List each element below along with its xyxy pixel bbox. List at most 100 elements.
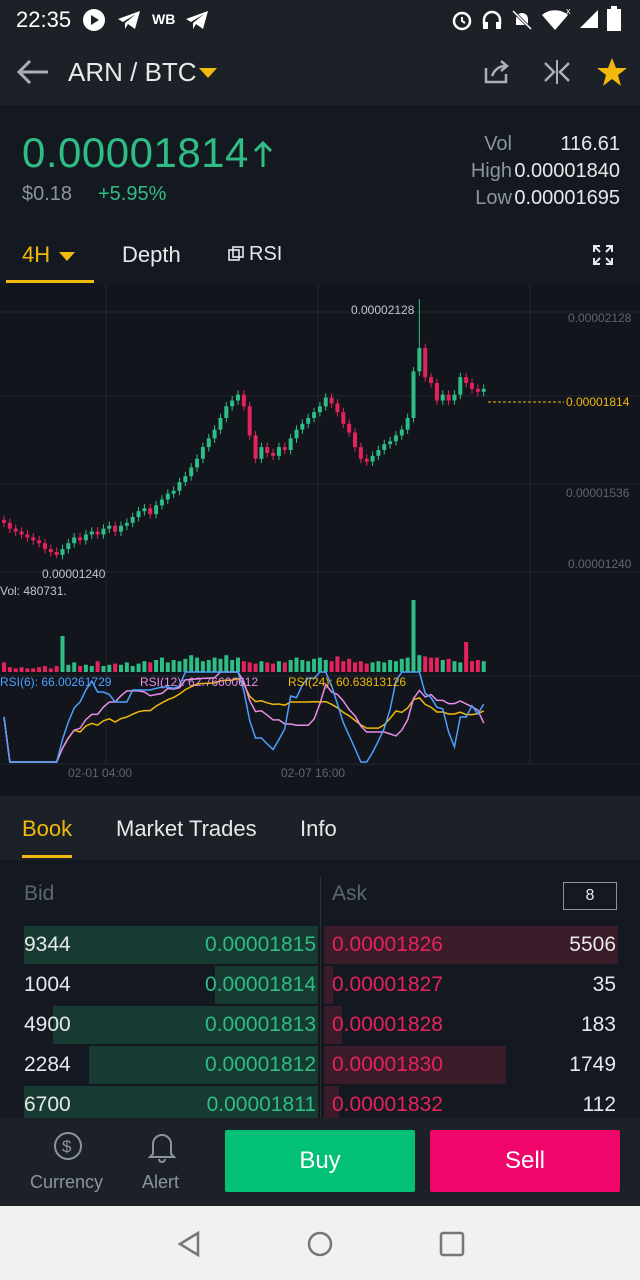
ask-depth-bar xyxy=(324,1046,507,1084)
ask-qty: 35 xyxy=(592,973,616,996)
nav-back-icon[interactable] xyxy=(176,1230,204,1258)
volume-bar xyxy=(481,661,486,672)
candle xyxy=(42,543,47,550)
volume-bar xyxy=(417,655,422,672)
candle xyxy=(25,534,30,538)
candle xyxy=(89,531,94,535)
volume-bar xyxy=(54,666,59,672)
battery-icon xyxy=(607,6,621,31)
volume-bar xyxy=(13,668,18,672)
bottom-bar: $ Currency Alert Buy Sell xyxy=(0,1118,640,1206)
order-book: Bid Ask 8 9344 0.00001815 0.00001826 5506 10… xyxy=(0,860,640,1118)
share-icon[interactable] xyxy=(482,58,512,86)
back-arrow-icon[interactable] xyxy=(16,58,50,86)
volume-bar xyxy=(66,664,71,672)
candle xyxy=(66,543,71,550)
candle xyxy=(171,490,176,494)
candle xyxy=(113,525,118,532)
rsi12-label: RSI(12): 62.76600612 xyxy=(140,675,258,689)
interval-dropdown-icon[interactable] xyxy=(58,251,76,263)
bid-depth-bar xyxy=(24,926,318,964)
candle xyxy=(276,447,281,456)
volume-bar xyxy=(171,660,176,672)
book-row[interactable]: 6700 0.00001811 0.00001832 112 xyxy=(0,1086,640,1118)
tab-depth[interactable]: Depth xyxy=(122,242,181,267)
candle xyxy=(241,394,246,407)
bid-header: Bid xyxy=(24,882,55,905)
volume-bar xyxy=(236,657,240,672)
fullscreen-icon[interactable] xyxy=(592,244,614,266)
candle xyxy=(259,447,264,459)
tab-interval[interactable]: 4H xyxy=(22,242,51,267)
ask-qty: 112 xyxy=(582,1093,616,1116)
ask-depth-bar xyxy=(324,1006,342,1044)
sell-button[interactable]: Sell xyxy=(430,1130,620,1192)
price-chart[interactable]: 0.00002128 0.00001240 0.00002128 0.00001… xyxy=(0,284,640,796)
alert-button[interactable]: Alert xyxy=(130,1126,196,1202)
low-label: Low xyxy=(475,187,512,209)
candle xyxy=(7,522,12,529)
tab-book[interactable]: Book xyxy=(22,816,73,841)
candle xyxy=(458,377,463,395)
book-row[interactable]: 1004 0.00001814 0.00001827 35 xyxy=(0,966,640,1004)
candle xyxy=(452,394,457,401)
buy-button[interactable]: Buy xyxy=(225,1130,415,1192)
ask-depth-bar xyxy=(324,926,618,964)
volume-bar xyxy=(124,662,129,672)
bid-price: 0.00001812 xyxy=(205,1053,316,1076)
axis-label-3: 0.00001536 xyxy=(566,486,630,500)
nav-home-icon[interactable] xyxy=(306,1230,334,1258)
telegram-icon xyxy=(118,11,140,29)
chart-tabs: 4H Depth RSI xyxy=(0,226,640,284)
indicator-icon[interactable] xyxy=(228,246,244,262)
candle xyxy=(60,549,65,555)
book-row[interactable]: 2284 0.00001812 0.00001830 1749 xyxy=(0,1046,640,1084)
bid-price: 0.00001814 xyxy=(205,973,316,996)
depth-selector[interactable]: 8 xyxy=(563,882,617,910)
tab-rsi[interactable]: RSI xyxy=(249,243,283,265)
currency-button[interactable]: $ Currency xyxy=(20,1126,116,1202)
ask-price: 0.00001830 xyxy=(332,1053,443,1076)
volume-bar xyxy=(101,666,106,672)
candle xyxy=(48,549,53,552)
candle xyxy=(195,458,200,468)
volume-bar xyxy=(136,663,141,672)
volume-bar xyxy=(399,658,404,672)
book-tab-underline xyxy=(22,855,72,858)
volume-bar xyxy=(142,661,147,672)
candle xyxy=(393,435,398,442)
candle xyxy=(382,444,387,451)
candle xyxy=(347,423,352,433)
volume-bar xyxy=(405,657,410,672)
compare-icon[interactable] xyxy=(542,58,572,86)
candle xyxy=(323,397,328,407)
svg-text:x: x xyxy=(566,6,571,16)
candle xyxy=(236,394,240,401)
volume-bar xyxy=(154,660,159,672)
volume-bar xyxy=(7,667,12,672)
book-row[interactable]: 9344 0.00001815 0.00001826 5506 xyxy=(0,926,640,964)
pair-title[interactable]: ARN / BTC xyxy=(68,57,197,87)
ticker-header: 0.00001814 $0.18 +5.95% Vol 116.61 High … xyxy=(0,106,640,227)
candle xyxy=(265,447,270,453)
axis-label-1: 0.00002128 xyxy=(568,311,632,325)
tab-market-trades[interactable]: Market Trades xyxy=(116,816,257,841)
favorite-star-icon[interactable] xyxy=(596,56,628,88)
book-row[interactable]: 4900 0.00001813 0.00001828 183 xyxy=(0,1006,640,1044)
volume-bar xyxy=(241,661,246,672)
volume-bar xyxy=(329,661,334,672)
volume-bar xyxy=(95,661,100,672)
volume-bar xyxy=(388,660,393,672)
volume-bar xyxy=(78,666,83,672)
candle xyxy=(165,493,170,500)
ask-header: Ask xyxy=(332,882,368,905)
telegram-icon-2 xyxy=(186,11,208,29)
tab-info[interactable]: Info xyxy=(300,816,337,841)
ask-qty: 183 xyxy=(580,1013,616,1036)
volume-bar xyxy=(200,661,205,672)
bid-qty: 4900 xyxy=(24,1013,71,1036)
volume-bar xyxy=(317,657,322,672)
nav-recents-icon[interactable] xyxy=(438,1230,466,1258)
candle xyxy=(159,499,164,506)
pair-dropdown-icon[interactable] xyxy=(198,66,218,80)
